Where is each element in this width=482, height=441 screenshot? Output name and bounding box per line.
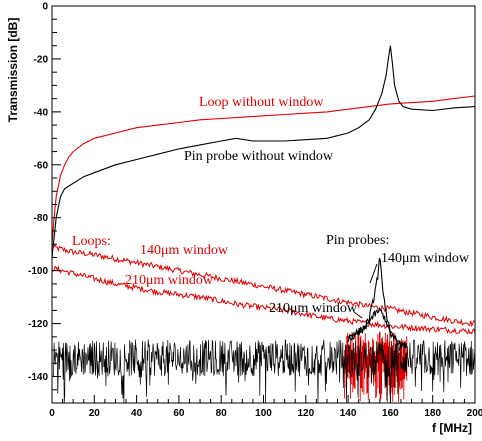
x-tick-label: 140 bbox=[340, 408, 357, 419]
series-line-1 bbox=[51, 95, 476, 245]
noise-band-layer bbox=[52, 331, 476, 404]
series-line-4 bbox=[51, 265, 476, 335]
annotation-loops-210um: 210μm window bbox=[125, 273, 214, 288]
series-layer bbox=[51, 45, 476, 349]
x-axis: 0 20 40 60 80 100 120 140 160 180 200 bbox=[49, 395, 482, 419]
x-tick-label: 20 bbox=[89, 408, 101, 419]
noise-band-black bbox=[52, 339, 476, 404]
x-tick-label: 160 bbox=[382, 408, 399, 419]
x-tick-label: 60 bbox=[173, 408, 185, 419]
y-tick-label: -80 bbox=[34, 213, 49, 224]
annotation-pin-probes-140um: 140μm window bbox=[381, 251, 470, 266]
annotation-loops: Loops: bbox=[72, 234, 111, 249]
y-tick-label: -120 bbox=[28, 319, 48, 330]
y-tick-label: -20 bbox=[34, 54, 49, 65]
annotation-loop-without-window: Loop without window bbox=[199, 95, 324, 110]
y-tick-label: 0 bbox=[42, 2, 48, 13]
y-axis: 0 -20 -40 -60 -80 -100 -120 -140 bbox=[28, 2, 61, 404]
x-tick-label: 0 bbox=[49, 408, 55, 419]
annotation-loops-140um: 140μm window bbox=[140, 243, 229, 258]
pointer-210um bbox=[353, 311, 363, 319]
y-tick-label: -100 bbox=[28, 266, 48, 277]
x-tick-label: 40 bbox=[131, 408, 143, 419]
annotation-pin-probe-without-window: Pin probe without window bbox=[184, 149, 334, 164]
y-tick-label: -60 bbox=[34, 160, 49, 171]
pointer-140um bbox=[369, 263, 378, 284]
x-tick-label: 100 bbox=[255, 408, 272, 419]
x-axis-title: f [MHz] bbox=[432, 421, 472, 435]
annotation-pin-probes: Pin probes: bbox=[326, 233, 389, 248]
series-line-6 bbox=[347, 306, 407, 349]
y-axis-title: Transmission [dB] bbox=[6, 18, 20, 123]
series-line-2 bbox=[51, 45, 476, 258]
x-tick-label: 180 bbox=[424, 408, 441, 419]
y-tick-label: -140 bbox=[28, 372, 48, 383]
plot-frame bbox=[51, 5, 476, 404]
annotation-pin-probes-210um: 210μm window bbox=[269, 301, 358, 316]
x-tick-label: 200 bbox=[467, 408, 482, 419]
y-tick-label: -40 bbox=[34, 107, 49, 118]
x-tick-label: 120 bbox=[297, 408, 314, 419]
x-tick-label: 80 bbox=[216, 408, 228, 419]
series-line-3 bbox=[51, 243, 476, 328]
